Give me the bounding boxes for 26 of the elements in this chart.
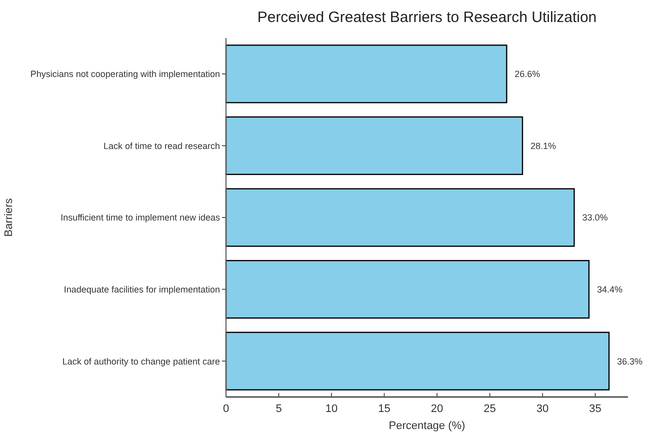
data-label: 28.1% bbox=[530, 140, 556, 151]
y-tick-label: Lack of time to read research bbox=[103, 140, 220, 151]
x-tick-label: 5 bbox=[276, 403, 282, 415]
x-tick-label: 15 bbox=[378, 403, 390, 415]
x-tick-label: 20 bbox=[430, 403, 444, 415]
x-axis-title: Percentage (%) bbox=[388, 420, 466, 432]
bar bbox=[225, 260, 590, 319]
data-label: 26.6% bbox=[514, 69, 540, 80]
x-tick-label: 10 bbox=[325, 403, 338, 415]
bar bbox=[225, 44, 508, 104]
bar bbox=[225, 188, 575, 247]
chart-title: Perceived Greatest Barriers to Research Utilization bbox=[257, 9, 597, 26]
x-tick-label: 25 bbox=[484, 403, 496, 415]
y-tick-label: Inadequate facilities for implementation bbox=[64, 284, 220, 294]
y-tick-label: Lack of authority to change patient care bbox=[62, 356, 220, 366]
data-label: 36.3% bbox=[617, 356, 643, 366]
x-tick-label: 35 bbox=[589, 403, 602, 415]
y-tick-label: Insufficient time to implement new ideas bbox=[60, 212, 220, 223]
data-label: 33.0% bbox=[582, 212, 608, 223]
y-axis-title: Barriers bbox=[3, 198, 15, 237]
bar bbox=[225, 332, 610, 390]
x-tick-label: 0 bbox=[222, 403, 230, 415]
y-tick-label: Physicians not cooperating with implementation bbox=[30, 69, 220, 80]
bar bbox=[225, 116, 524, 176]
data-label: 34.4% bbox=[596, 284, 622, 294]
x-tick-label: 30 bbox=[536, 403, 549, 415]
